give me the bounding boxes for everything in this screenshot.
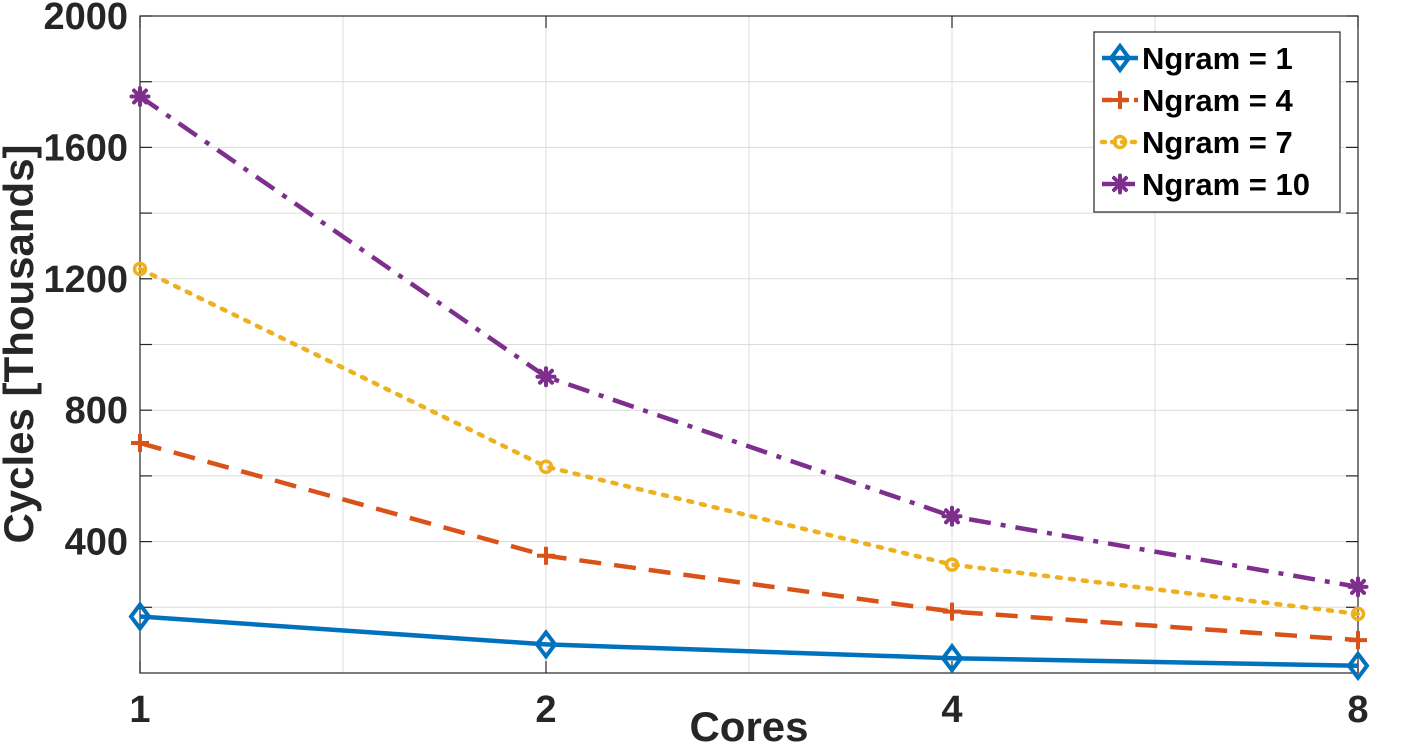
series-line <box>139 440 1359 643</box>
data-point-marker <box>534 629 558 660</box>
x-tick-label: 2 <box>535 689 556 731</box>
data-point-marker <box>538 459 554 474</box>
series-4 <box>129 85 1369 598</box>
x-axis-title: Cores <box>689 703 808 750</box>
y-tick-label: 400 <box>65 522 128 564</box>
data-point-marker <box>1109 173 1131 195</box>
series-3 <box>132 261 1366 622</box>
y-tick-label: 1600 <box>43 127 128 169</box>
data-point-marker <box>1349 631 1367 650</box>
axis-ticks: 400 800 1200 1600 2000 1 2 4 8 <box>43 0 1368 731</box>
data-point-marker <box>1111 91 1129 109</box>
y-tick-label: 2000 <box>43 0 128 38</box>
data-point-marker <box>940 642 964 674</box>
legend-label: Ngram = 7 <box>1142 125 1293 160</box>
legend-entry: Ngram = 7 <box>1099 125 1293 160</box>
legend-label: Ngram = 1 <box>1142 41 1293 76</box>
legend-label: Ngram = 4 <box>1142 83 1294 118</box>
data-point-marker <box>1346 650 1370 682</box>
x-tick-label: 1 <box>129 689 150 731</box>
series-line <box>139 614 1359 669</box>
data-point-marker <box>944 557 960 572</box>
data-point-marker <box>129 85 151 107</box>
data-point-marker <box>943 602 961 621</box>
data-point-marker <box>1350 606 1366 622</box>
series-1 <box>128 601 1370 682</box>
data-point-marker <box>132 261 148 277</box>
legend: Ngram = 1 Ngram = 4 Ngram = 7 Ngram = 10 <box>1093 31 1341 213</box>
y-tick-label: 1200 <box>43 259 128 301</box>
series-line <box>138 94 1359 590</box>
series-2 <box>131 434 1367 650</box>
data-point-marker <box>941 505 963 527</box>
legend-entry: Ngram = 10 <box>1102 167 1310 202</box>
x-tick-label: 4 <box>941 689 962 731</box>
data-point-marker <box>128 601 152 632</box>
x-tick-label: 8 <box>1347 689 1368 731</box>
legend-entry: Ngram = 1 <box>1102 41 1293 76</box>
data-point-marker <box>537 546 555 565</box>
y-axis-title: Cycles [Thousands] <box>0 144 42 543</box>
series-line <box>137 266 1361 617</box>
data-point-marker <box>1112 134 1128 150</box>
y-tick-label: 800 <box>65 390 128 432</box>
legend-label: Ngram = 10 <box>1142 167 1310 202</box>
data-point-marker <box>535 366 557 388</box>
data-point-marker <box>131 434 149 453</box>
data-point-marker <box>1108 42 1132 74</box>
series-group <box>128 85 1370 682</box>
data-point-marker <box>1347 576 1369 598</box>
legend-entry: Ngram = 4 <box>1102 83 1294 118</box>
